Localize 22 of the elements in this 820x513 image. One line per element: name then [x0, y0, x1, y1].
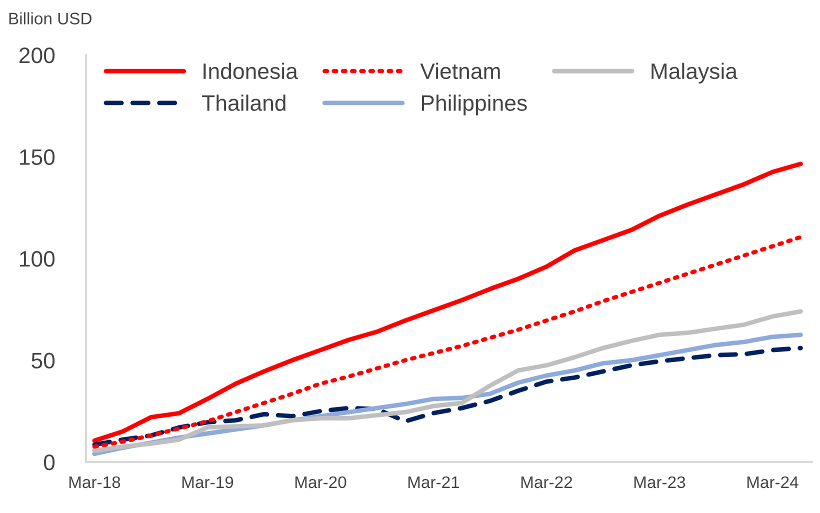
x-tick-label: Mar-21 — [408, 476, 460, 488]
y-axis-title: Billion USD — [9, 12, 92, 24]
line-series — [92, 162, 803, 443]
x-tick-label: Mar-19 — [182, 476, 234, 488]
y-tick-label: 50 — [32, 352, 55, 369]
y-tick-label: 150 — [20, 149, 55, 166]
x-tick-label: Mar-22 — [521, 476, 572, 488]
x-tick-label: Mar-20 — [295, 476, 346, 488]
line-series — [92, 235, 803, 449]
line-series — [92, 346, 803, 447]
legend-label: Thailand — [202, 94, 286, 111]
legend-label: Philippines — [422, 94, 527, 116]
x-tick-label: Mar-23 — [634, 476, 686, 488]
legend-label: Malaysia — [652, 62, 738, 84]
y-tick-label: 100 — [20, 251, 55, 267]
legend-label: Vietnam — [420, 62, 500, 80]
y-tick-label: 200 — [19, 48, 55, 64]
x-tick-label: Mar-24 — [747, 476, 798, 488]
line-series — [92, 309, 803, 454]
x-tick-label: Mar-18 — [69, 476, 120, 488]
y-tick-label: 0 — [44, 454, 55, 470]
legend-label: Indonesia — [204, 62, 298, 80]
